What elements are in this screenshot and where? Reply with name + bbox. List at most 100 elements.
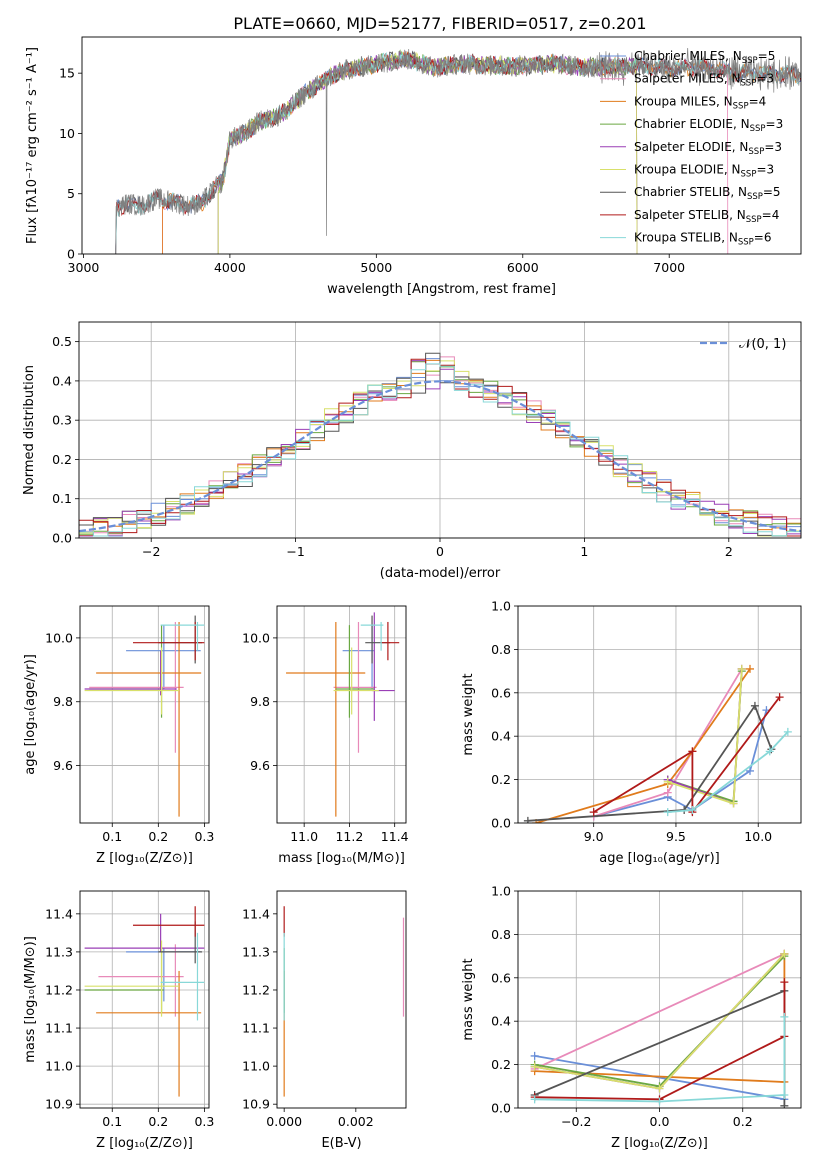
y-tick-label: 11.2: [45, 982, 73, 997]
y-tick-label: 11.1: [242, 1021, 270, 1036]
weight-marker: [780, 1090, 789, 1099]
y-axis-label: age [log₁₀(age/yr)]: [23, 654, 38, 775]
weight-marker: [729, 799, 738, 808]
x-tick-label: 0.2: [733, 1114, 753, 1129]
weight-marker: [783, 727, 792, 736]
weight-series-line: [667, 731, 789, 813]
y-axis-label: mass weight: [461, 673, 476, 755]
model-spectrum-line: [217, 51, 638, 254]
plot-area: [518, 891, 801, 1108]
axes-frame: [79, 890, 210, 1109]
weight-marker: [780, 949, 789, 958]
panel-weight-vs-Z: −0.2 0.0 0.2 0.0 0.2 0.4 0.6 0.8 1.0 Z [log₁₀(Z/Z…: [461, 884, 802, 1151]
weight-marker: [688, 747, 697, 756]
y-tick-label: 0.3: [52, 413, 72, 428]
histogram-series: [79, 352, 801, 538]
y-tick-label: 0.6: [491, 970, 511, 985]
legend-label: Salpeter MILES, NSSP=3: [634, 72, 774, 89]
weight-marker: [663, 777, 672, 786]
y-tick-label: 9.6: [250, 758, 270, 773]
panel-mass-vs-Z: 0.1 0.2 0.3 10.9 11.0 11.1 11.2 11.3 11.4 Z [log₁…: [23, 890, 214, 1151]
x-tick-label: 0: [436, 544, 444, 559]
axes-frame: [81, 36, 802, 255]
weight-marker: [530, 1051, 539, 1060]
x-axis-label: wavelength [Angstrom, rest frame]: [327, 282, 556, 297]
legend-nssp: =3: [764, 140, 782, 154]
y-tick-label: 11.0: [45, 1059, 73, 1074]
y-tick-label: 11.4: [242, 906, 270, 921]
legend-label: Salpeter STELIB, NSSP=4: [634, 208, 779, 225]
panel-residuals: −2 −1 0 1 2 0.0 0.1 0.2 0.3 0.4 0.5 (data-model)/er…: [22, 321, 802, 581]
weight-marker: [745, 664, 754, 673]
x-tick-label: 9.5: [666, 829, 686, 844]
x-tick-label: 11.4: [381, 829, 409, 844]
legend-label-text: Kroupa STELIB, N: [634, 231, 738, 245]
legend-nssp: =5: [758, 49, 776, 63]
weight-marker: [745, 766, 754, 775]
x-tick-label: 0.000: [266, 1114, 302, 1129]
legend-label: Chabrier STELIB, NSSP=5: [634, 185, 781, 202]
legend-label: Salpeter ELODIE, NSSP=3: [634, 140, 782, 157]
y-tick-label: 11.3: [242, 944, 270, 959]
y-tick-label: 0.0: [491, 816, 511, 831]
x-tick-label: 7000: [653, 260, 685, 275]
legend-label-text: Salpeter ELODIE, N: [634, 140, 748, 154]
axes-frame: [517, 890, 802, 1109]
axes-frame: [276, 890, 407, 1109]
y-tick-label: 11.2: [242, 982, 270, 997]
legend-label: 𝒩(0, 1): [739, 337, 786, 352]
plot-area: [115, 47, 801, 254]
y-tick-label: 0.4: [491, 1014, 511, 1029]
weight-marker: [523, 816, 532, 823]
data-spectrum-line: [115, 47, 801, 254]
y-tick-label: 11.4: [45, 906, 73, 921]
panel-weight-vs-age: 9.0 9.5 10.0 0.0 0.2 0.4 0.6 0.8 1.0 age [log₁₀(a…: [461, 599, 802, 866]
weight-marker: [655, 1084, 664, 1093]
x-tick-label: 0.1: [102, 1114, 122, 1129]
x-tick-label: 0.3: [194, 829, 214, 844]
legend-label-text: Salpeter MILES, N: [634, 72, 741, 86]
weight-marker: [737, 664, 746, 673]
legend-subscript: SSP: [746, 215, 762, 225]
x-axis-label: (data-model)/error: [380, 566, 501, 581]
y-tick-label: 9.6: [53, 758, 73, 773]
x-axis-label: Z [log₁₀(Z/Z⊙)]: [96, 1136, 193, 1151]
legend-subscript: SSP: [748, 147, 764, 157]
legend-label: Kroupa MILES, NSSP=4: [634, 94, 766, 111]
x-tick-label: 4000: [214, 260, 246, 275]
plot-area: [79, 322, 801, 538]
x-tick-label: 11.0: [290, 829, 318, 844]
legend-subscript: SSP: [741, 170, 757, 180]
y-tick-label: 0.2: [491, 1057, 511, 1072]
y-tick-label: 10.9: [242, 1097, 270, 1112]
histogram-series: [79, 363, 801, 538]
model-spectrum-line: [217, 51, 638, 254]
weight-series-line: [534, 953, 785, 1070]
plot-area: [80, 891, 209, 1108]
x-tick-label: 0.2: [148, 829, 168, 844]
y-tick-label: 9.8: [53, 694, 73, 709]
x-axis-label: Z [log₁₀(Z/Z⊙)]: [96, 851, 193, 866]
weight-marker: [780, 1012, 789, 1021]
normal-curve: [79, 380, 801, 533]
weight-series-line: [527, 703, 773, 822]
weight-marker: [780, 1101, 789, 1108]
x-tick-label: 2: [725, 544, 733, 559]
legend-subscript: SSP: [750, 124, 766, 134]
axes-frame: [276, 605, 407, 824]
axes-frame: [517, 605, 802, 824]
x-axis-label: Z [log₁₀(Z/Z⊙)]: [611, 1136, 708, 1151]
plot-area: [80, 606, 209, 823]
legend-subscript: SSP: [747, 192, 763, 202]
legend-label: Kroupa STELIB, NSSP=6: [634, 231, 772, 248]
legend-label-text: Kroupa MILES, N: [634, 94, 733, 108]
weight-marker: [655, 1097, 664, 1106]
weight-series-line: [535, 668, 751, 823]
x-tick-label: 0.002: [338, 1114, 374, 1129]
weight-marker: [663, 808, 672, 817]
x-tick-label: 0.0: [650, 1114, 670, 1129]
y-axis-label: mass [log₁₀(M/M⊙)]: [23, 936, 38, 1063]
legend-nssp: =3: [756, 163, 774, 177]
